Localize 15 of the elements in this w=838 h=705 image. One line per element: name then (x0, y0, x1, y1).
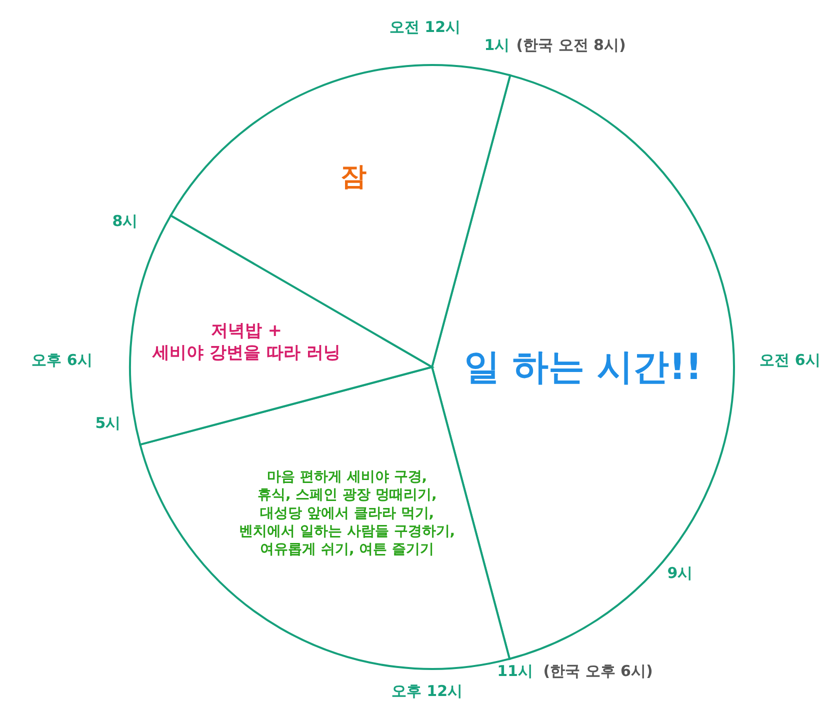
text: 8시 (112, 212, 138, 230)
slice-label: 마음 편하게 세비야 구경, 휴식, 스페인 광장 멍때리기, 대성당 앞에서 클라라 먹기, 벤치에서 일하는 사람들 구경하기, 여유롭게 쉬기, 여튼 즐기기 (239, 468, 456, 558)
text: 오전 12시 (389, 18, 461, 36)
text: 오전 6시 (760, 351, 820, 369)
text: 9시 (667, 564, 693, 582)
text: 11시 (497, 662, 533, 680)
text: 오후 12시 (391, 682, 463, 700)
text: (한국 오후 6시) (543, 662, 653, 680)
slice-label: 잠 (340, 162, 367, 192)
text: 5시 (95, 414, 121, 432)
text: 오후 6시 (32, 351, 92, 369)
text: (한국 오전 8시) (516, 36, 626, 54)
slice-label: 저녁밥 + 세비야 강변을 따라 러닝 (152, 321, 340, 364)
slice-label: 일 하는 시간!! (464, 346, 702, 388)
text: 1시 (484, 36, 510, 54)
